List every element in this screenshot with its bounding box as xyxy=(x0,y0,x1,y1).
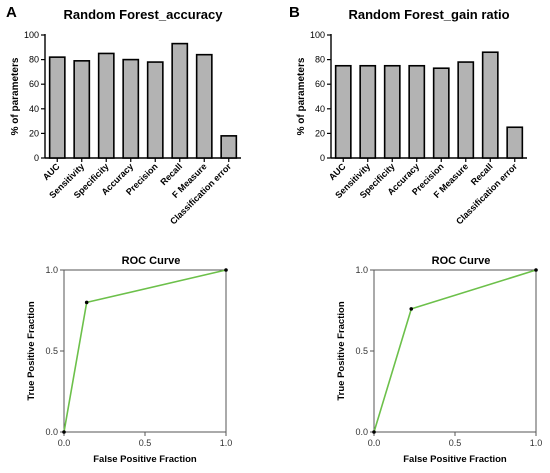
y-tick-label: 0.0 xyxy=(45,427,58,437)
bar-chart-accuracy: Random Forest_accuracy % of parameters 0 20… xyxy=(10,7,241,226)
chart-title: Random Forest_gain ratio xyxy=(348,7,509,22)
y-axis-label: True Positive Fraction xyxy=(336,301,347,400)
y-tick-label: 80 xyxy=(315,55,325,65)
chart-title: Random Forest_accuracy xyxy=(64,7,224,22)
bar xyxy=(359,64,377,159)
x-tick-label: 0.0 xyxy=(58,438,71,448)
y-tick-label: 0 xyxy=(34,153,39,163)
panel-label-b: B xyxy=(289,4,300,21)
chart-title: ROC Curve xyxy=(432,255,491,267)
roc-chart-right: ROC Curve 0.00.0 0.5 0.5 1.0 1.0 True Positive… xyxy=(336,255,542,465)
y-tick-label: 80 xyxy=(29,55,39,65)
x-axis-label: False Positive Fraction xyxy=(403,454,507,465)
y-tick-label: 0.0 xyxy=(355,427,368,437)
y-tick-label: 0 xyxy=(320,153,325,163)
y-tick-label: 1.0 xyxy=(45,265,58,275)
y-tick-label: 100 xyxy=(310,30,325,40)
panel-label-a: A xyxy=(6,4,17,21)
x-axis-label: False Positive Fraction xyxy=(93,454,197,465)
x-tick-label: 0.5 xyxy=(449,438,462,448)
bar xyxy=(146,61,164,159)
category-label: AUC xyxy=(327,161,348,182)
roc-point xyxy=(224,268,228,272)
x-tick-label: 0.5 xyxy=(139,438,152,448)
bar xyxy=(171,42,189,159)
roc-point xyxy=(534,268,538,272)
bar xyxy=(457,61,475,159)
y-tick-label: 20 xyxy=(315,128,325,138)
y-tick-label: 40 xyxy=(315,104,325,114)
bar xyxy=(481,51,499,159)
y-tick-label: 60 xyxy=(315,79,325,89)
bar xyxy=(220,135,238,159)
roc-curve-line xyxy=(63,269,227,433)
roc-point xyxy=(372,430,376,434)
roc-curve-line xyxy=(373,269,537,433)
y-tick-label: 1.0 xyxy=(355,265,368,275)
roc-chart-left: ROC Curve 0.00.0 0.5 0.5 1.0 1.0 True Positive… xyxy=(26,255,232,465)
bar xyxy=(122,58,140,159)
y-tick-label: 60 xyxy=(29,79,39,89)
roc-point xyxy=(409,307,414,311)
bar xyxy=(383,64,401,159)
bar xyxy=(408,64,426,159)
x-tick-label: 1.0 xyxy=(220,438,233,448)
y-axis-label: % of parameters xyxy=(296,57,307,135)
x-tick-label: 0.0 xyxy=(368,438,381,448)
y-tick-label: 20 xyxy=(29,128,39,138)
bar-chart-gain-ratio: Random Forest_gain ratio % of parameters 0… xyxy=(296,7,527,226)
y-axis-label: % of parameters xyxy=(10,57,21,135)
bar xyxy=(73,60,91,159)
y-tick-label: 40 xyxy=(29,104,39,114)
chart-title: ROC Curve xyxy=(122,255,181,267)
y-tick-label: 0.5 xyxy=(45,346,58,356)
x-tick-label: 1.0 xyxy=(530,438,543,448)
y-tick-label: 100 xyxy=(24,30,39,40)
bar xyxy=(334,64,352,159)
y-axis-label: True Positive Fraction xyxy=(26,301,37,400)
bar xyxy=(195,53,213,159)
bar xyxy=(48,56,66,159)
bar xyxy=(432,67,450,159)
category-label: AUC xyxy=(41,161,62,182)
plot-frame xyxy=(63,269,227,433)
bar xyxy=(97,52,115,159)
y-tick-label: 0.5 xyxy=(355,346,368,356)
bar xyxy=(506,126,524,159)
roc-point xyxy=(62,430,66,434)
roc-point xyxy=(84,300,89,305)
